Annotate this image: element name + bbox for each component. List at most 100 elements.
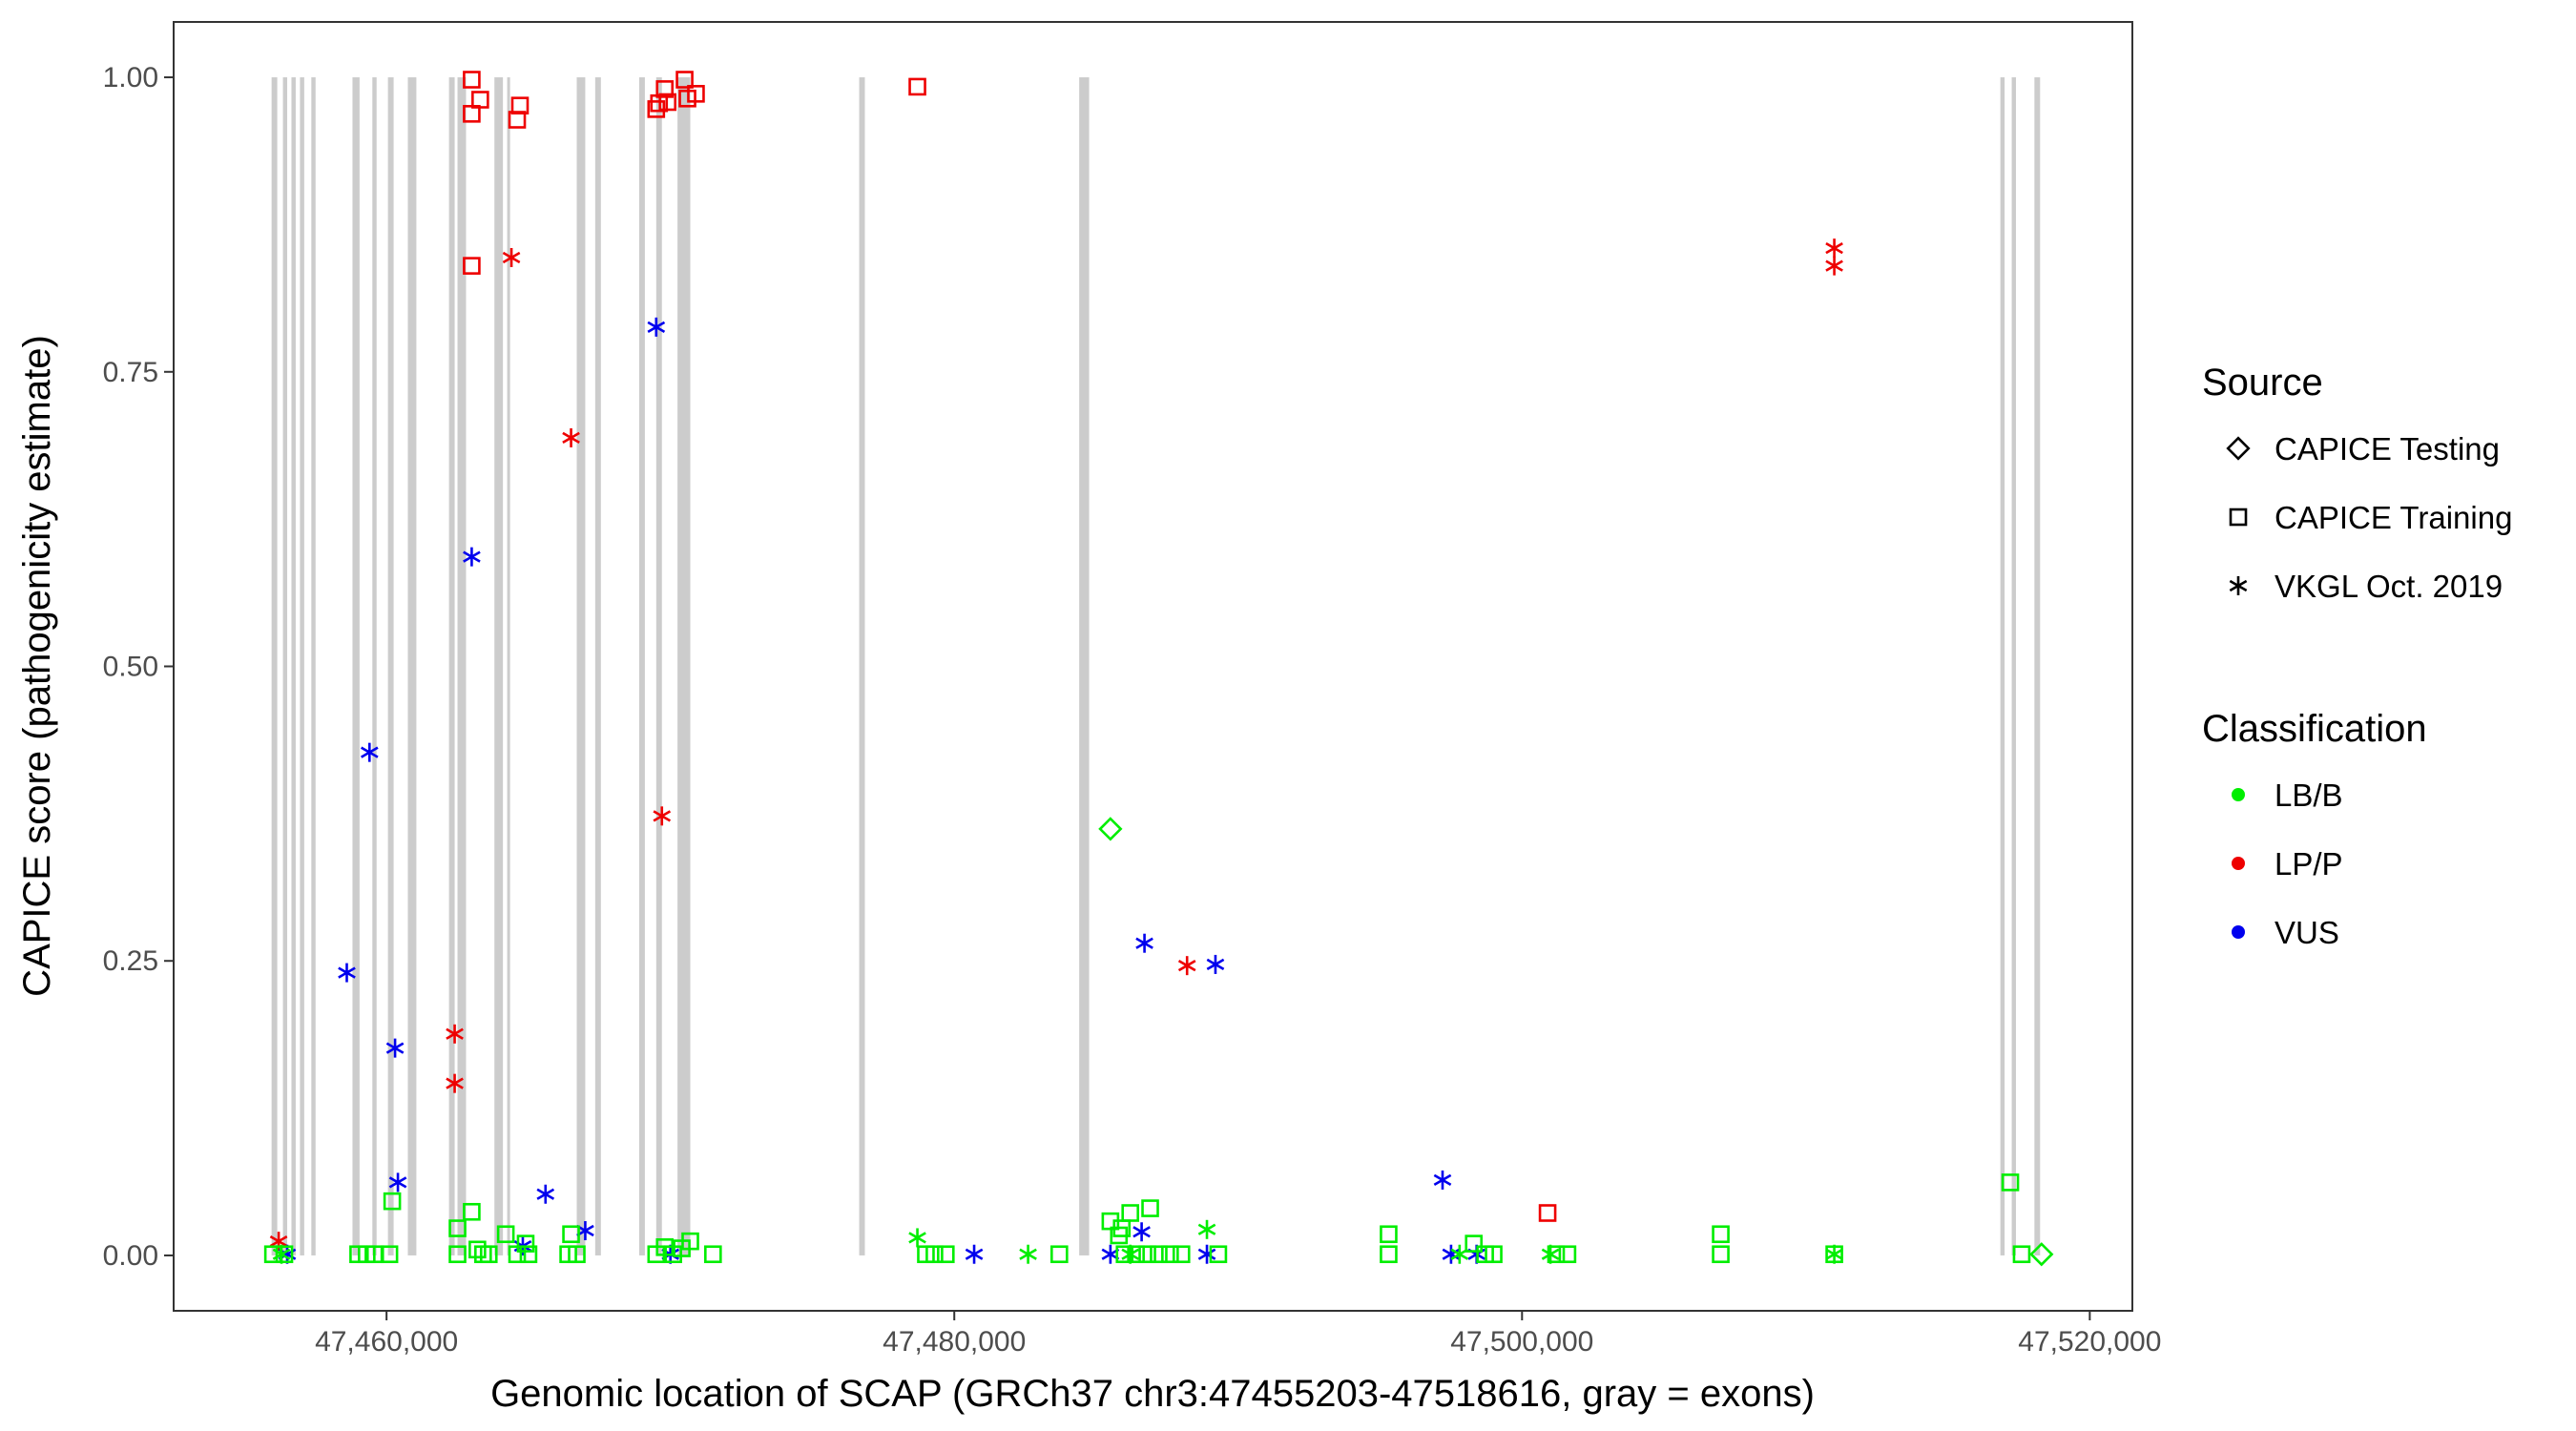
data-point [675,71,694,89]
exon-band [372,77,377,1255]
data-point [1161,1245,1179,1264]
data-point [647,317,666,337]
data-point [1206,954,1225,974]
data-point [448,1245,467,1264]
data-point [463,257,481,275]
data-point [1485,1245,1503,1264]
data-point [383,1192,402,1211]
exon-band [2011,77,2017,1255]
legend-key-dot [2232,857,2245,870]
legend-class-label: LP/P [2275,846,2343,881]
exon-band [677,77,691,1255]
data-point [360,742,379,762]
exon-band [1079,77,1090,1255]
data-point [275,1245,294,1264]
data-point [1558,1245,1577,1264]
data-point [446,1024,464,1044]
y-tick-label: 0.25 [103,945,158,977]
exon-band [655,77,662,1255]
data-point [502,247,521,267]
data-point [446,1073,464,1093]
data-point [658,93,677,112]
data-point [2012,1245,2031,1264]
data-point [653,806,672,826]
exon-band [457,77,467,1255]
data-point [338,963,356,983]
data-point [508,111,527,129]
data-point [1121,1204,1139,1222]
data-point [681,1232,699,1251]
data-point [908,1228,926,1248]
data-point [2029,1242,2054,1267]
exon-band [291,77,296,1255]
data-point [562,427,580,447]
y-axis-title: CAPICE score (pathogenicity estimate) [16,335,58,997]
data-point [1541,1244,1560,1264]
exon-band [859,77,865,1255]
data-point [1433,1170,1452,1190]
data-point [568,1245,586,1264]
data-point [1197,1219,1216,1239]
x-tick-label: 47,460,000 [315,1326,458,1358]
data-point [1547,1245,1566,1264]
legend-key-diamond [2226,436,2251,461]
exon-band [448,77,455,1255]
exon-bands [271,77,2041,1255]
data-point [687,85,705,103]
data-point [463,1202,481,1221]
x-tick-label: 47,520,000 [2018,1326,2161,1358]
data-point [1098,817,1123,841]
data-point [1380,1245,1398,1264]
data-point [2001,1173,2020,1192]
data-point [468,1240,487,1259]
legend-class-label: VUS [2275,915,2339,950]
data-point [1538,1204,1557,1222]
data-point [1442,1244,1461,1264]
data-point [463,105,481,123]
data-point [1141,1199,1159,1217]
data-point [536,1184,555,1204]
data-point [479,1245,498,1264]
data-point [1150,1245,1168,1264]
data-point [1172,1245,1191,1264]
y-tick-label: 1.00 [103,62,158,93]
plot-panel-border [173,21,2133,1312]
exon-band [311,77,316,1255]
x-tick-label: 47,500,000 [1450,1326,1593,1358]
data-point [463,547,481,567]
exon-band [2000,77,2005,1255]
data-point [516,1234,535,1253]
data-point [1177,956,1196,976]
exon-band [352,77,360,1255]
data-point [1138,1245,1156,1264]
data-point [380,1245,399,1264]
x-axis-ticks: 47,460,000 47,480,000 47,500,000 47,520,000 [315,1311,2161,1358]
data-point [263,1245,282,1264]
data-point [1127,1245,1145,1264]
data-point [1135,933,1153,953]
data-point [925,1245,944,1264]
y-tick-label: 0.75 [103,357,158,388]
data-point [1712,1225,1730,1244]
y-axis-ticks: 0.00 0.25 0.50 0.75 1.00 [103,62,174,1272]
data-point [1465,1234,1484,1253]
data-point [1197,1244,1216,1264]
x-tick-label: 47,480,000 [883,1326,1026,1358]
data-point [908,77,926,96]
data-points [263,71,2054,1267]
exon-band [507,77,510,1255]
legend-source-title: Source [2202,362,2323,404]
y-tick-label: 0.00 [103,1240,158,1272]
exon-band [594,77,601,1255]
y-tick-label: 0.50 [103,652,158,683]
x-axis-title: Genomic location of SCAP (GRCh37 chr3:47… [490,1373,1815,1415]
data-point [936,1245,955,1264]
data-point [519,1245,538,1264]
legend-key-square [2229,508,2248,527]
legend-key-dot [2232,788,2245,801]
legend-source-label: CAPICE Training [2275,500,2512,535]
legend-class-title: Classification [2202,708,2427,750]
exon-band [407,77,417,1255]
data-point [1019,1244,1037,1264]
legend-source-label: VKGL Oct. 2019 [2275,569,2503,604]
